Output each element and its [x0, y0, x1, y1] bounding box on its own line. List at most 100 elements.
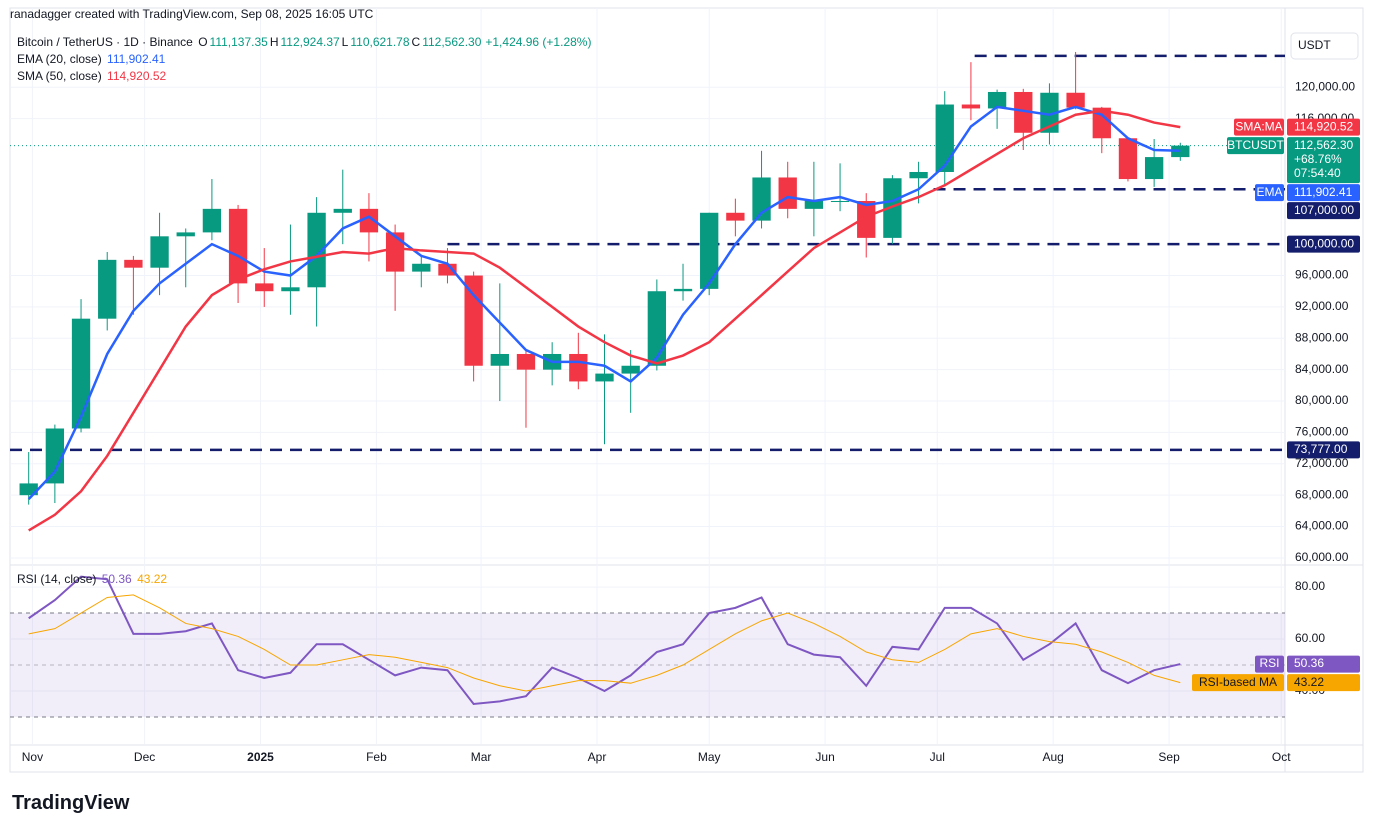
rsi-name-tag	[1255, 655, 1284, 673]
price-tag	[1287, 137, 1360, 184]
candle-body	[98, 259, 117, 319]
x-tick-label: Oct	[1272, 750, 1291, 764]
candle-body	[647, 291, 667, 366]
y-tick-label: 96,000.00	[1295, 268, 1349, 282]
ema-name: EMA (20, close)	[17, 52, 102, 66]
rsi-ma-value: 43.22	[137, 572, 168, 586]
candle-body	[464, 275, 483, 366]
price-tag-label: 112,562.30	[1294, 138, 1353, 152]
candle-body	[830, 201, 850, 203]
candle-body	[569, 353, 588, 382]
candle-body	[1118, 138, 1138, 180]
y-tick-label: 68,000.00	[1295, 487, 1349, 501]
candle-body	[150, 236, 169, 268]
y-tick-label: 92,000.00	[1295, 299, 1349, 313]
candle-body	[359, 208, 379, 233]
candle-body	[176, 232, 195, 237]
ohlc-key: L	[341, 35, 349, 49]
series-tag-label: EMA	[1256, 185, 1282, 199]
ohlc-key: H	[269, 35, 279, 49]
price-legend: Bitcoin / TetherUS · 1D · Binance O 111,1…	[17, 34, 593, 85]
price-tag-label: 07:54:40	[1294, 166, 1341, 180]
candle-body	[961, 104, 981, 109]
brand: TradingView	[12, 792, 130, 814]
y-tick-label: 80.00	[1295, 579, 1325, 593]
price-tag-label: 107,000.00	[1294, 203, 1354, 217]
ohlc-value: 112,562.30	[422, 35, 482, 49]
candle-body	[987, 91, 1007, 109]
candle-body	[778, 177, 797, 209]
x-tick-label: Mar	[471, 750, 492, 764]
candle-body	[281, 287, 300, 292]
sma-value: 114,920.52	[107, 69, 167, 83]
frame	[9, 7, 1364, 773]
candle-body	[700, 212, 719, 289]
candle-body	[1144, 157, 1164, 180]
y-tick-label: 60.00	[1295, 631, 1325, 645]
rsi-tag	[1287, 674, 1360, 692]
candle-body	[621, 365, 640, 374]
candle-body	[857, 201, 876, 238]
candle-body	[516, 353, 536, 370]
price-tag-label: 73,777.00	[1294, 442, 1348, 456]
series-tag	[1227, 137, 1284, 155]
currency: USDT	[1298, 38, 1331, 52]
price-tag-label: 100,000.00	[1294, 236, 1354, 250]
y-tick-label: 84,000.00	[1295, 362, 1349, 376]
series-tag	[1234, 118, 1284, 136]
y-tick-label: 76,000.00	[1295, 425, 1349, 439]
x-tick-label: May	[698, 750, 721, 764]
rsi-name-label: RSI	[1259, 656, 1279, 670]
y-tick-label: 60,000.00	[1295, 550, 1349, 564]
candle-body	[19, 483, 38, 496]
candle-body	[595, 373, 614, 382]
y-tick-label: 64,000.00	[1295, 519, 1349, 533]
price-tag	[1287, 118, 1360, 136]
ohlc-key: O	[198, 35, 208, 49]
candle-body	[909, 171, 928, 179]
rsi-tag-label: 50.36	[1294, 656, 1324, 670]
legend-row: Bitcoin / TetherUS · 1D · Binance O 111,1…	[17, 34, 593, 51]
x-tick-label: Apr	[588, 750, 607, 764]
y-tick-label: 120,000.00	[1295, 79, 1355, 93]
series-tag	[1255, 184, 1284, 202]
rsi-tag	[1287, 655, 1360, 673]
candle-body	[307, 212, 326, 288]
candle-body	[71, 318, 91, 429]
candle-body	[333, 208, 352, 213]
candle-body	[45, 428, 65, 484]
ohlc-value: 111,137.35	[209, 35, 268, 49]
x-tick-label: Jun	[815, 750, 834, 764]
sma-name: SMA (50, close)	[17, 69, 102, 83]
candle-body	[1066, 92, 1085, 108]
legend-row: SMA (50, close) 114,920.52	[17, 68, 593, 85]
candle-body	[412, 263, 431, 272]
candle-body	[804, 201, 824, 209]
rsi-line	[28, 575, 1181, 706]
candle-body	[438, 263, 457, 276]
ema-value: 111,902.41	[107, 52, 166, 66]
x-tick-label: Aug	[1043, 750, 1064, 764]
ohlc: O 111,137.35 H 112,924.37 L 110,621.78 C 112,56…	[198, 35, 483, 49]
change: +1,424.96 (+1.28%)	[485, 35, 592, 49]
candle-body	[1014, 91, 1033, 133]
x-tick-label: Dec	[134, 750, 155, 764]
candle-body	[255, 283, 274, 292]
ma-line	[27, 105, 1181, 500]
candle-body	[385, 232, 405, 272]
candle-body	[228, 208, 248, 284]
candle-body	[202, 208, 222, 233]
ma-line	[28, 109, 1181, 532]
legend-row: EMA (20, close) 111,902.41	[17, 51, 593, 68]
x-tick-label: 2025	[247, 750, 274, 764]
rsi-line	[28, 594, 1181, 692]
ohlc-key: C	[411, 35, 421, 49]
series-tag-label: SMA:MA	[1235, 119, 1282, 133]
symbol: Bitcoin / TetherUS · 1D · Binance	[17, 35, 193, 49]
rsi-name-label: RSI-based MA	[1199, 675, 1277, 689]
candle-body	[673, 288, 693, 292]
candle-body	[1040, 92, 1059, 133]
y-tick-label: 88,000.00	[1295, 330, 1349, 344]
